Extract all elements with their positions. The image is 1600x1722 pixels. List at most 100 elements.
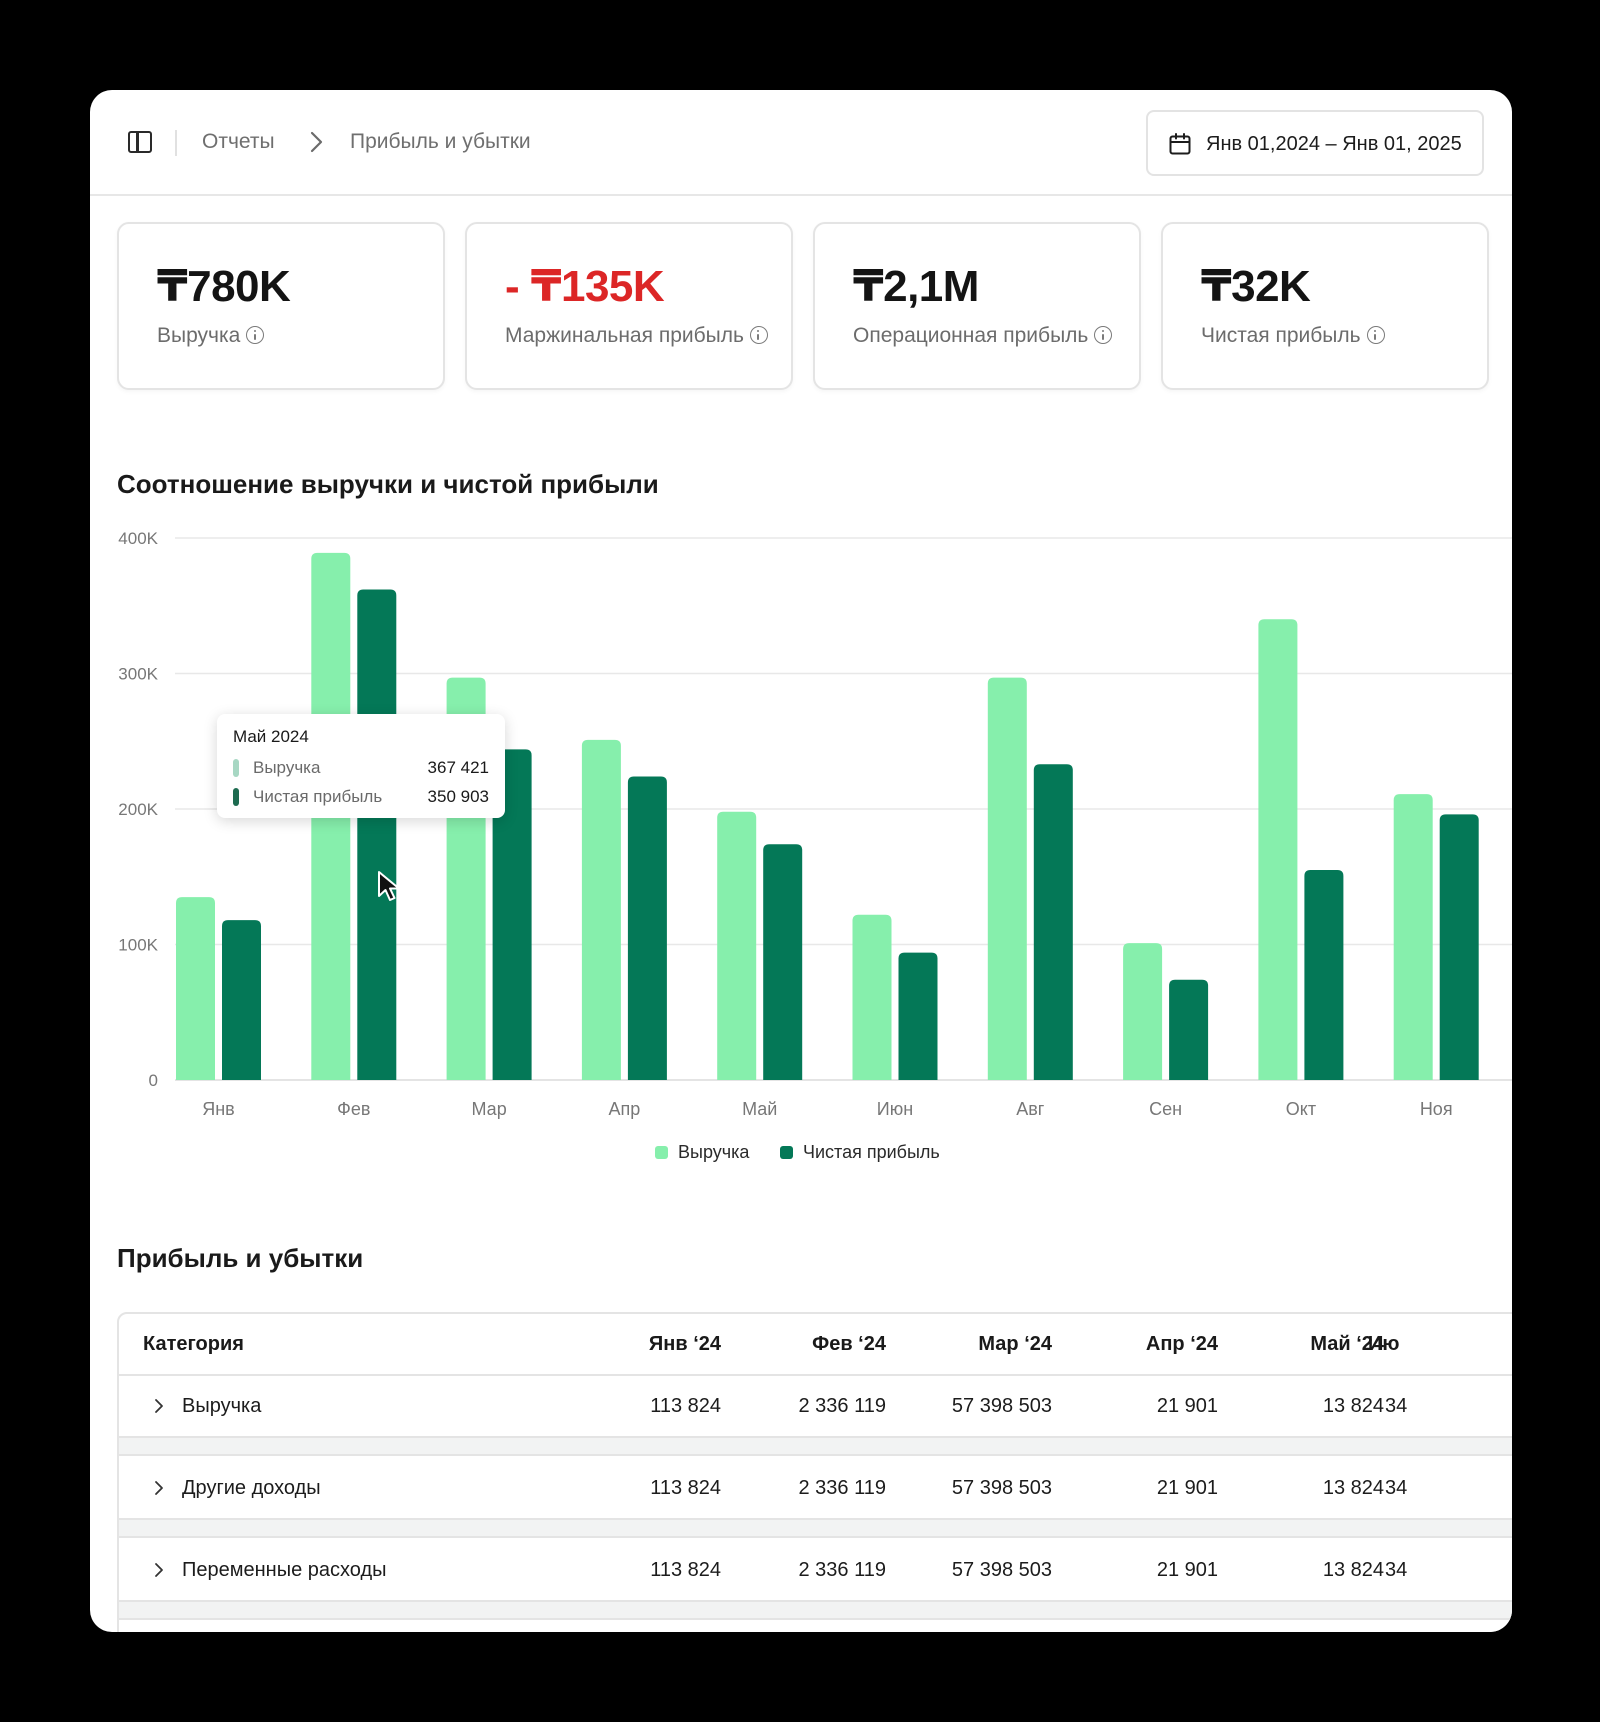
kpi-label: Выручка — [157, 324, 241, 347]
column-header[interactable]: Мар ‘24 — [978, 1333, 1052, 1355]
app-window: Отчеты Прибыль и убытки Янв 01,2024 – Ян… — [90, 90, 1512, 1632]
table-header-row: Категория Янв ‘24 Фев ‘24 Мар ‘24 Апр ‘2… — [119, 1314, 1512, 1376]
tooltip-swatch-net-profit — [233, 788, 239, 806]
tooltip-series-name: Выручка — [253, 758, 321, 777]
row-value: 2 336 119 — [798, 1559, 887, 1581]
row-category: Другие доходы — [182, 1477, 321, 1499]
chart-legend: Выручка Чистая прибыль — [655, 1140, 955, 1164]
column-header[interactable]: Апр ‘24 — [1145, 1333, 1218, 1355]
kpi-value: ₸2,1M — [853, 262, 979, 311]
legend-swatch — [655, 1146, 668, 1159]
chevron-right-icon[interactable] — [149, 1396, 169, 1416]
bar-net-profit[interactable] — [492, 749, 532, 1080]
bar-net-profit[interactable] — [222, 920, 261, 1080]
x-tick-label: Окт — [1286, 1099, 1316, 1119]
bar-net-profit[interactable] — [357, 589, 397, 1080]
kpi-label-wrap: Чистая прибыль — [1201, 322, 1385, 350]
chart-tooltip: Май 2024 Выручка 367 421 Чистая прибыль … — [217, 714, 505, 818]
row-value: 13 824 — [1322, 1559, 1384, 1581]
y-tick-label: 400K — [118, 529, 158, 548]
info-icon[interactable] — [246, 326, 265, 344]
row-value: 34 — [1385, 1477, 1408, 1499]
breadcrumb-current: Прибыль и убытки — [350, 130, 531, 153]
bar-revenue[interactable] — [1258, 619, 1298, 1080]
row-category: Выручка — [182, 1395, 262, 1417]
column-header-category[interactable]: Категория — [143, 1333, 244, 1355]
kpi-card-revenue: ₸780K Выручка — [117, 222, 445, 390]
x-tick-label: Янв — [202, 1099, 235, 1119]
bar-net-profit[interactable] — [627, 776, 667, 1080]
bar-revenue[interactable] — [1123, 943, 1163, 1080]
row-value: 13 824 — [1322, 1395, 1384, 1417]
table-row[interactable]: Выручка 113 824 2 336 119 57 398 503 21 … — [119, 1376, 1512, 1438]
bar-revenue[interactable] — [176, 897, 215, 1080]
bar-revenue[interactable] — [581, 739, 621, 1080]
bar-revenue[interactable] — [717, 811, 757, 1080]
legend-swatch — [780, 1146, 793, 1159]
row-value: 34 — [1385, 1395, 1408, 1417]
row-separator — [119, 1438, 1512, 1456]
row-value: 13 824 — [1322, 1477, 1384, 1499]
y-tick-label: 100K — [118, 936, 158, 955]
info-icon[interactable] — [1366, 326, 1385, 344]
mouse-cursor-icon — [378, 871, 400, 901]
row-value: 57 398 503 — [951, 1559, 1052, 1581]
kpi-value: - ₸135K — [505, 262, 665, 311]
row-value: 57 398 503 — [951, 1395, 1052, 1417]
tooltip-series-value: 350 903 — [427, 787, 489, 806]
row-value: 113 824 — [650, 1395, 721, 1417]
tooltip-series-name: Чистая прибыль — [253, 787, 383, 806]
row-separator — [119, 1602, 1512, 1620]
kpi-value: ₸780K — [157, 262, 291, 311]
x-tick-label: Фев — [337, 1099, 370, 1119]
row-value: 21 901 — [1156, 1395, 1218, 1417]
bar-net-profit[interactable] — [763, 844, 803, 1080]
y-tick-label: 200K — [118, 800, 158, 819]
breadcrumb-reports[interactable]: Отчеты — [202, 130, 275, 153]
row-value: 21 901 — [1156, 1477, 1218, 1499]
legend-item-revenue[interactable]: Выручка — [655, 1140, 749, 1164]
bar-net-profit[interactable] — [1169, 979, 1209, 1080]
row-value: 113 824 — [650, 1559, 721, 1581]
info-icon[interactable] — [749, 326, 768, 344]
chart-section-title: Соотношение выручки и чистой прибыли — [117, 469, 659, 499]
legend-label: Выручка — [678, 1142, 750, 1162]
info-icon[interactable] — [1094, 326, 1113, 344]
top-bar: Отчеты Прибыль и убытки Янв 01,2024 – Ян… — [90, 90, 1512, 196]
bar-net-profit[interactable] — [1033, 764, 1073, 1080]
y-tick-label: 0 — [149, 1071, 158, 1090]
column-header[interactable]: Янв ‘24 — [648, 1333, 721, 1355]
legend-item-net-profit[interactable]: Чистая прибыль — [780, 1140, 940, 1164]
date-range-picker[interactable]: Янв 01,2024 – Янв 01, 2025 — [1146, 110, 1484, 176]
column-header[interactable]: Май ‘24 — [1310, 1333, 1384, 1355]
bar-net-profit[interactable] — [1304, 869, 1344, 1080]
toolbar-divider — [175, 130, 177, 156]
chevron-right-icon — [310, 131, 323, 153]
kpi-label: Маржинальная прибыль — [505, 324, 744, 347]
column-header[interactable]: Ию — [1368, 1333, 1400, 1355]
table-row[interactable]: Переменные расходы 113 824 2 336 119 57 … — [119, 1540, 1512, 1602]
tooltip-series-value: 367 421 — [427, 758, 489, 777]
bar-net-profit[interactable] — [898, 952, 938, 1080]
y-tick-label: 300K — [118, 665, 158, 684]
column-header[interactable]: Фев ‘24 — [812, 1333, 886, 1355]
x-tick-label: Июн — [877, 1099, 913, 1119]
chevron-right-icon[interactable] — [149, 1478, 169, 1498]
kpi-card-operating-profit: ₸2,1M Операционная прибыль — [813, 222, 1141, 390]
kpi-label-wrap: Операционная прибыль — [853, 322, 1113, 350]
kpi-label-wrap: Выручка — [157, 322, 265, 350]
row-category: Переменные расходы — [182, 1559, 387, 1581]
sidebar-toggle-icon[interactable] — [128, 131, 152, 153]
bar-revenue[interactable] — [852, 914, 892, 1080]
table-row[interactable]: Другие доходы 113 824 2 336 119 57 398 5… — [119, 1458, 1512, 1520]
row-value: 34 — [1385, 1559, 1408, 1581]
bar-net-profit[interactable] — [1439, 814, 1479, 1080]
chevron-right-icon[interactable] — [149, 1560, 169, 1580]
revenue-profit-chart: 0 100K 200K 300K 400K Янв Фев Мар Апр Май Июн Авг Се… — [118, 529, 1512, 1119]
bar-revenue[interactable] — [987, 677, 1027, 1080]
bar-revenue[interactable] — [1393, 794, 1433, 1080]
x-tick-label: Ноя — [1420, 1099, 1453, 1119]
row-value: 113 824 — [650, 1477, 721, 1499]
x-tick-label: Апр — [609, 1099, 641, 1119]
